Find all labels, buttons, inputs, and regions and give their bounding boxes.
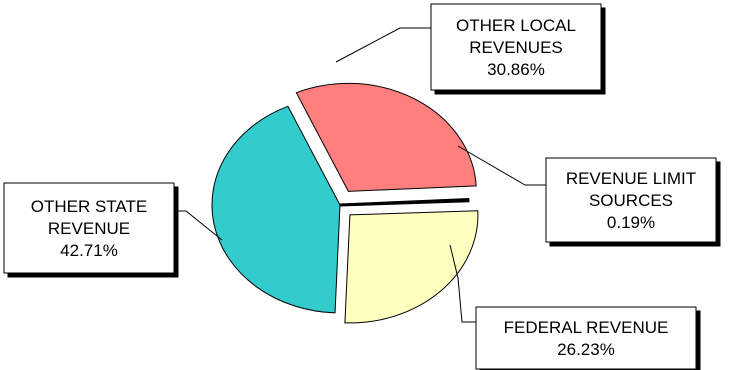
pie-slice-other-local — [295, 82, 477, 192]
label-text-federal-0: FEDERAL REVENUE — [504, 318, 669, 337]
label-text-revenue-limit-0: REVENUE LIMIT — [566, 169, 696, 188]
pie-slice-federal — [344, 210, 479, 324]
leader-line-federal — [449, 244, 476, 323]
label-text-other-state-1: REVENUE — [48, 219, 130, 238]
leader-line-other-local — [335, 27, 431, 63]
label-text-other-local-1: REVENUES — [469, 38, 563, 57]
label-box-federal: FEDERAL REVENUE 26.23% — [475, 306, 697, 370]
leader-line-revenue-limit — [457, 145, 546, 186]
label-box-other-local: OTHER LOCAL REVENUES 30.86% — [430, 3, 602, 91]
label-text-other-local-0: OTHER LOCAL — [456, 16, 576, 35]
value-label-other-state: 42.71% — [60, 241, 118, 260]
label-text-other-state-0: OTHER STATE — [31, 197, 148, 216]
pie-slice-revenue-limit — [339, 197, 470, 207]
value-label-federal: 26.23% — [557, 340, 615, 359]
slice-labels: OTHER LOCAL REVENUES 30.86% REVENUE LIMIT SO… — [3, 3, 717, 370]
pie-slice-other-state — [211, 105, 341, 314]
leader-lines — [174, 27, 546, 323]
label-box-other-state: OTHER STATE REVENUE 42.71% — [3, 182, 175, 274]
leader-line-other-state — [174, 210, 223, 241]
label-text-revenue-limit-1: SOURCES — [589, 191, 673, 210]
value-label-revenue-limit: 0.19% — [607, 213, 655, 232]
label-box-revenue-limit: REVENUE LIMIT SOURCES 0.19% — [545, 157, 717, 243]
value-label-other-local: 30.86% — [487, 60, 545, 79]
pie-slices — [211, 82, 479, 324]
